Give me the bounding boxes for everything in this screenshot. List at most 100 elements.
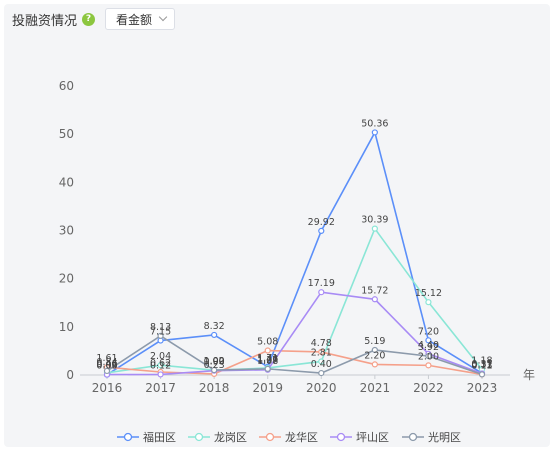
x-tick-label: 2017 <box>145 381 176 395</box>
data-label: 0.37 <box>471 359 492 370</box>
data-label: 1.18 <box>471 355 492 366</box>
y-tick-label: 50 <box>59 127 74 141</box>
data-label: 1.27 <box>257 355 278 366</box>
x-tick-label: 2021 <box>360 381 391 395</box>
data-label: 3.92 <box>418 342 439 353</box>
data-point <box>425 353 432 360</box>
y-tick-label: 60 <box>59 79 74 93</box>
x-tick-label: 2020 <box>306 381 337 395</box>
data-label: 1.00 <box>204 356 225 367</box>
data-label: 0.12 <box>150 360 171 371</box>
metric-select-value: 看金额 <box>116 12 153 27</box>
y-tick-label: 0 <box>66 368 74 382</box>
data-label: 0.11 <box>471 360 492 371</box>
data-point <box>157 371 164 378</box>
series-line <box>106 130 483 376</box>
legend-marker <box>123 432 133 442</box>
data-label: 1.08 <box>257 356 278 367</box>
data-point <box>103 367 111 375</box>
data-point <box>478 371 486 378</box>
data-point <box>371 225 378 232</box>
data-label: 0.13 <box>471 360 492 371</box>
data-label: 2.00 <box>418 351 439 362</box>
data-label: 2.04 <box>150 351 171 362</box>
data-label: 2.81 <box>311 347 332 358</box>
data-point <box>371 296 378 303</box>
data-point <box>264 347 271 354</box>
data-label: 0.46 <box>96 359 117 370</box>
legend-label[interactable]: 光明区 <box>428 430 461 444</box>
data-point <box>318 227 325 234</box>
y-tick-label: 30 <box>59 224 74 238</box>
data-label: 17.19 <box>308 278 335 289</box>
data-label: 0.23 <box>204 360 225 371</box>
data-point <box>425 337 432 344</box>
data-point <box>211 366 218 374</box>
data-label: 0.84 <box>96 357 117 368</box>
data-label: 7.20 <box>418 326 439 337</box>
data-label: 1.71 <box>257 353 278 364</box>
data-label: 2.20 <box>364 350 385 361</box>
data-point <box>264 365 271 372</box>
data-label: 0.31 <box>471 360 492 371</box>
legend-marker <box>336 432 346 442</box>
legend-label[interactable]: 福田区 <box>143 430 176 444</box>
y-tick-label: 20 <box>59 272 74 286</box>
series-line <box>106 349 483 376</box>
data-label: 30.39 <box>361 215 388 226</box>
question-icon[interactable]: ? <box>82 12 96 26</box>
data-label: 4.78 <box>311 338 332 349</box>
data-label: 5.08 <box>257 337 278 348</box>
x-tick-label: 2016 <box>92 381 123 395</box>
data-point <box>211 331 218 339</box>
data-label: 4.40 <box>418 340 439 351</box>
data-label: 0.62 <box>150 358 171 369</box>
data-point <box>157 362 164 369</box>
data-point <box>157 332 164 339</box>
panel-header: 投融资情况 ? 看金额 <box>4 4 550 34</box>
data-point <box>371 361 378 368</box>
x-tick-label: 2019 <box>252 381 283 395</box>
panel-title: 投融资情况 <box>12 13 78 29</box>
data-label: 8.32 <box>204 321 225 332</box>
data-point <box>371 129 378 136</box>
data-point <box>318 369 325 377</box>
data-label: 7.15 <box>150 327 171 338</box>
data-label: 29.92 <box>308 217 335 228</box>
data-label: 15.12 <box>415 288 442 299</box>
data-label: 0.06 <box>96 361 117 372</box>
data-point <box>371 346 378 354</box>
series-line <box>106 334 483 376</box>
legend-label[interactable]: 坪山区 <box>356 431 389 444</box>
data-label: 1.46 <box>257 354 278 365</box>
data-label: 5.19 <box>364 336 385 347</box>
metric-select[interactable]: 看金额 <box>105 8 176 30</box>
data-point <box>425 362 432 369</box>
data-label: 8.13 <box>150 322 171 333</box>
series-line <box>106 291 483 376</box>
data-label: 15.72 <box>361 285 388 296</box>
data-label: 50.36 <box>361 118 388 129</box>
data-point <box>318 289 325 296</box>
legend-marker <box>408 432 418 442</box>
chart-panel <box>4 4 550 447</box>
y-tick-label: 40 <box>59 175 74 189</box>
legend-label[interactable]: 龙岗区 <box>214 431 247 444</box>
x-tick-label: 2018 <box>199 381 230 395</box>
x-axis-label: 年 <box>523 368 535 382</box>
data-point <box>425 299 432 306</box>
data-point <box>318 358 325 365</box>
data-label: 1.02 <box>204 356 225 367</box>
legend-label[interactable]: 龙华区 <box>285 430 318 444</box>
data-label: 0.90 <box>204 357 225 368</box>
x-tick-label: 2023 <box>467 381 498 395</box>
data-point <box>318 348 325 356</box>
legend-marker <box>265 432 275 442</box>
x-tick-label: 2022 <box>413 381 444 395</box>
data-label: 1.61 <box>96 353 117 364</box>
data-label: 0.40 <box>311 359 332 370</box>
y-tick-label: 10 <box>59 320 74 334</box>
legend-marker <box>194 432 204 442</box>
data-label: 0.09 <box>96 361 117 372</box>
